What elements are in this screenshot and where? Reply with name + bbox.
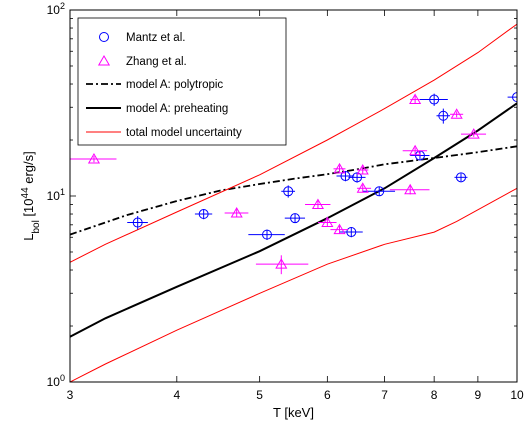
mantz-point bbox=[438, 110, 449, 121]
mantz-point bbox=[374, 186, 385, 197]
zhang-point bbox=[404, 183, 417, 195]
mantz-point bbox=[429, 94, 440, 105]
legend-label-uncertainty: total model uncertainty bbox=[126, 127, 242, 139]
zhang-point bbox=[230, 207, 243, 218]
legend-entry-preheating: model A: preheating bbox=[86, 103, 228, 115]
series-line-thin bbox=[70, 187, 517, 382]
legend-label-mantz: Mantz et al. bbox=[126, 32, 185, 44]
mantz-point bbox=[352, 172, 363, 183]
mantz-point bbox=[346, 227, 357, 238]
legend-entry-polytropic: model A: polytropic bbox=[86, 79, 223, 91]
mantz-point bbox=[283, 186, 294, 197]
x-tick-label: 7 bbox=[381, 388, 388, 402]
y-tick-label: 101 bbox=[47, 187, 65, 203]
zhang-point bbox=[321, 216, 334, 228]
x-tick-label: 9 bbox=[475, 388, 482, 402]
x-axis-title: T [keV] bbox=[273, 405, 314, 420]
x-tick-label: 6 bbox=[324, 388, 331, 402]
mantz-point bbox=[340, 171, 351, 182]
series-line-dashdot bbox=[70, 145, 517, 236]
x-tick-label: 4 bbox=[173, 388, 180, 402]
zhang-point bbox=[87, 153, 101, 164]
legend-entry-zhang: Zhang et al. bbox=[97, 55, 187, 68]
zhang-point bbox=[275, 258, 288, 269]
zhang-point bbox=[356, 163, 369, 175]
mantz-point bbox=[290, 213, 301, 224]
legend-entry-mantz: Mantz et al. bbox=[99, 32, 185, 44]
zhang-point bbox=[467, 128, 480, 139]
mantz-point bbox=[456, 172, 467, 183]
legend-label-preheating: model A: preheating bbox=[126, 103, 228, 115]
zhang-point bbox=[409, 93, 422, 105]
mantz-point bbox=[262, 229, 273, 240]
legend-triangle-marker bbox=[97, 55, 111, 66]
legend: Mantz et al. Zhang et al. model A: polyt… bbox=[77, 17, 287, 146]
zhang-point bbox=[450, 108, 463, 119]
ticks-layer: 100 101 102 3 4 5 6 7 8 9 10 bbox=[47, 1, 524, 402]
y-axis-title: Lbol [1044 erg/s] bbox=[20, 151, 42, 241]
x-tick-label: 3 bbox=[67, 388, 74, 402]
series-line-thin bbox=[70, 23, 517, 263]
mantz-point bbox=[198, 209, 209, 220]
x-tick-label: 10 bbox=[510, 388, 524, 402]
mantz-point bbox=[512, 92, 517, 103]
mantz-point bbox=[132, 217, 143, 228]
legend-label-polytropic: model A: polytropic bbox=[126, 79, 223, 91]
legend-box bbox=[77, 17, 287, 146]
zhang-point bbox=[356, 182, 369, 193]
zhang-point bbox=[311, 198, 325, 210]
legend-entry-uncertainty: total model uncertainty bbox=[86, 127, 242, 139]
data-layer bbox=[70, 23, 517, 382]
legend-label-zhang: Zhang et al. bbox=[126, 56, 187, 68]
zhang-point bbox=[409, 144, 422, 156]
x-tick-label: 5 bbox=[256, 388, 263, 402]
x-tick-label: 8 bbox=[431, 388, 438, 402]
zhang-point bbox=[333, 162, 346, 174]
y-tick-label: 102 bbox=[47, 1, 65, 17]
y-tick-label: 100 bbox=[47, 373, 65, 389]
legend-circle-marker bbox=[99, 32, 109, 42]
zhang-point bbox=[333, 223, 346, 235]
